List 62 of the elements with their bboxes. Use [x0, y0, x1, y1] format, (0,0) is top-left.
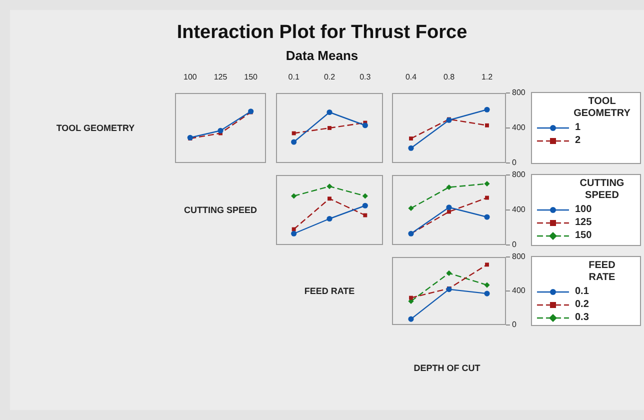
point [484, 282, 490, 288]
x-tick-label: 0.1 [288, 72, 300, 82]
x-tick-label: 125 [214, 72, 228, 82]
point [408, 145, 414, 151]
y-tick-label: 0 [512, 158, 517, 168]
legend-title: FEED RATE [588, 259, 616, 285]
y-tick-label: 0 [512, 240, 517, 250]
point [409, 136, 413, 140]
y-axis-title: TOOL GEOMETRY [55, 122, 136, 135]
point [484, 214, 490, 220]
y-tick-label: 400 [512, 205, 526, 214]
point [485, 262, 489, 267]
x-tick-label: 0.4 [405, 72, 418, 82]
x-tick-label: 1.2 [481, 72, 494, 82]
point [446, 184, 452, 190]
y-tick-label: 0 [512, 320, 517, 330]
x-tick-label: 0.8 [443, 72, 456, 82]
point [328, 196, 332, 201]
point [408, 205, 414, 212]
point [218, 128, 224, 134]
legend-label: 0.1 [575, 286, 589, 297]
legend-label: 0.3 [575, 312, 589, 323]
point [326, 216, 332, 222]
point [362, 122, 368, 128]
point [362, 193, 368, 199]
y-tick-label: 800 [512, 252, 526, 262]
point [291, 230, 297, 236]
x-tick-label: 150 [244, 72, 258, 82]
point [291, 193, 297, 199]
legend-title: CUTTING SPEED [578, 177, 626, 203]
y-tick-label: 400 [512, 123, 526, 132]
legend-title: TOOL GEOMETRY [572, 95, 632, 121]
point [326, 109, 332, 116]
point [446, 270, 452, 276]
point [328, 126, 332, 130]
point [291, 139, 297, 145]
point [484, 106, 490, 112]
y-axis-title: FEED RATE [303, 285, 356, 298]
x-axis-title: DEPTH OF CUT [412, 362, 482, 375]
point [362, 202, 368, 208]
y-tick-label: 800 [512, 88, 526, 98]
point [409, 296, 413, 300]
point [446, 204, 452, 210]
legend-label: 150 [575, 230, 592, 241]
chart-subtitle: Data Means [284, 48, 360, 63]
x-tick-label: 0.3 [360, 72, 372, 82]
point [484, 180, 490, 187]
legend-label: 2 [575, 135, 581, 146]
legend-label: 0.2 [575, 299, 589, 310]
x-tick-label: 100 [183, 72, 198, 82]
legend-label: 1 [575, 122, 581, 133]
y-tick-label: 800 [512, 170, 526, 180]
legend-label: 100 [575, 204, 592, 215]
y-tick-label: 400 [512, 286, 526, 296]
x-tick-label: 0.2 [324, 72, 336, 82]
y-axis-title: CUTTING SPEED [182, 204, 258, 217]
point [326, 184, 332, 190]
chart-title: Interaction Plot for Thrust Force [176, 22, 468, 44]
point [484, 290, 490, 296]
legend-label: 125 [575, 217, 592, 228]
point [408, 316, 414, 322]
point [485, 123, 489, 128]
